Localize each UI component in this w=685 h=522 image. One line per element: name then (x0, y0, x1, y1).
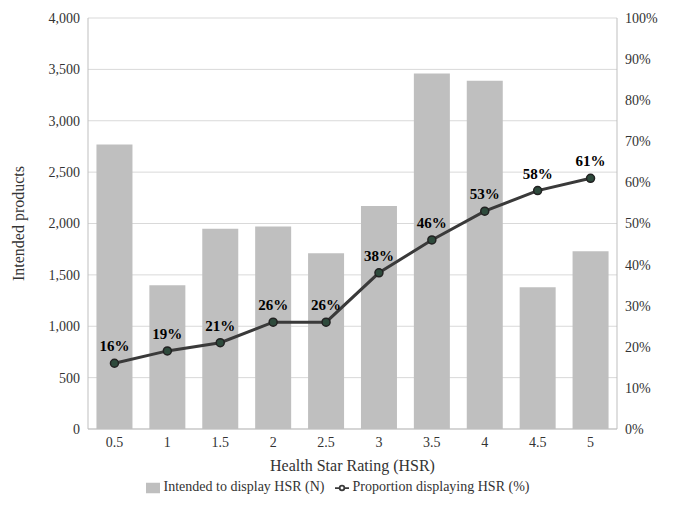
svg-text:53%: 53% (470, 186, 500, 202)
svg-text:21%: 21% (205, 318, 235, 334)
svg-text:1,500: 1,500 (49, 268, 81, 283)
svg-text:90%: 90% (625, 52, 651, 67)
svg-text:4: 4 (481, 435, 488, 450)
svg-text:1,000: 1,000 (49, 319, 81, 334)
svg-text:0.5: 0.5 (106, 435, 124, 450)
svg-text:16%: 16% (99, 338, 129, 354)
svg-text:1: 1 (164, 435, 171, 450)
svg-text:46%: 46% (417, 215, 447, 231)
svg-text:50%: 50% (625, 216, 651, 231)
svg-text:2: 2 (270, 435, 277, 450)
svg-text:58%: 58% (523, 166, 553, 182)
svg-text:80%: 80% (625, 93, 651, 108)
svg-text:0%: 0% (625, 422, 644, 437)
svg-text:100%: 100% (625, 11, 658, 26)
svg-text:20%: 20% (625, 340, 651, 355)
svg-text:3,000: 3,000 (49, 114, 81, 129)
svg-text:2,500: 2,500 (49, 165, 81, 180)
svg-text:10%: 10% (625, 381, 651, 396)
svg-text:3: 3 (375, 435, 382, 450)
html-text:Proportion displaying HSR (%): Proportion displaying HSR (%) (352, 479, 530, 494)
svg-text:70%: 70% (625, 134, 651, 149)
svg-text:19%: 19% (152, 326, 182, 342)
svg-text:2,000: 2,000 (49, 216, 81, 231)
html-text:Intended to display HSR (N): Intended to display HSR (N) (163, 479, 325, 494)
svg-text:0: 0 (73, 422, 80, 437)
svg-text:500: 500 (59, 371, 80, 386)
svg-text:38%: 38% (364, 248, 394, 264)
svg-text:30%: 30% (625, 299, 651, 314)
svg-text:5: 5 (587, 435, 594, 450)
svg-text:Health Star Rating (HSR): Health Star Rating (HSR) (270, 457, 435, 475)
svg-text:2.5: 2.5 (317, 435, 335, 450)
svg-text:26%: 26% (258, 297, 288, 313)
svg-text:60%: 60% (625, 175, 651, 190)
svg-text:1.5: 1.5 (212, 435, 230, 450)
svg-text:Intended products: Intended products (10, 166, 28, 281)
svg-text:4.5: 4.5 (529, 435, 547, 450)
svg-text:26%: 26% (311, 297, 341, 313)
svg-text:3,500: 3,500 (49, 62, 81, 77)
svg-text:4,000: 4,000 (49, 11, 81, 26)
svg-text:61%: 61% (576, 153, 606, 169)
svg-text:3.5: 3.5 (423, 435, 441, 450)
svg-text:40%: 40% (625, 258, 651, 273)
